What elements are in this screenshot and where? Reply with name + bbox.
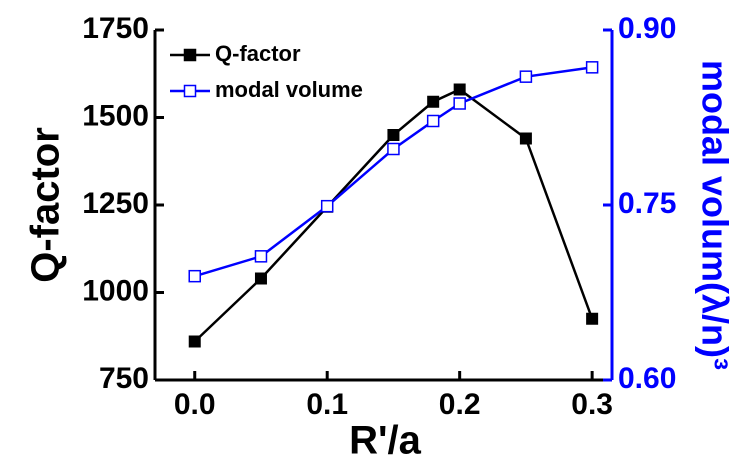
legend-label: modal volume — [215, 77, 363, 102]
y-axis-label: Q-factor — [24, 127, 68, 283]
y-tick-label: 1000 — [82, 274, 149, 307]
y-tick-label: 750 — [99, 362, 149, 395]
marker — [519, 70, 533, 83]
marker — [254, 250, 268, 263]
marker — [188, 335, 201, 348]
marker — [585, 61, 599, 74]
x-axis-label: R'/a — [349, 419, 422, 463]
x-tick-label: 0.1 — [306, 388, 348, 421]
y-tick-label: 1750 — [82, 12, 149, 45]
legend-marker — [183, 48, 197, 62]
marker — [320, 199, 334, 213]
legend-marker — [183, 84, 197, 98]
x-tick-label: 0.0 — [174, 388, 216, 421]
y2-tick-label: 0.75 — [618, 187, 676, 220]
marker — [254, 272, 267, 285]
marker — [453, 97, 466, 110]
marker — [387, 142, 400, 156]
marker — [519, 132, 532, 145]
marker — [586, 312, 599, 325]
y-tick-label: 1250 — [82, 187, 149, 220]
y-tick-label: 1500 — [82, 99, 149, 132]
y2-tick-label: 0.60 — [618, 362, 676, 395]
x-tick-label: 0.2 — [439, 388, 481, 421]
series-line — [194, 66, 593, 278]
y2-axis-label: modal volum(λ/n)³ — [694, 60, 735, 370]
x-tick-label: 0.3 — [571, 388, 613, 421]
marker — [387, 129, 400, 141]
y2-tick-label: 0.90 — [618, 12, 676, 45]
marker — [426, 114, 440, 128]
marker — [427, 95, 440, 108]
marker — [188, 269, 201, 283]
legend-label: Q-factor — [215, 41, 301, 66]
marker — [453, 83, 466, 96]
series-line — [193, 88, 594, 343]
